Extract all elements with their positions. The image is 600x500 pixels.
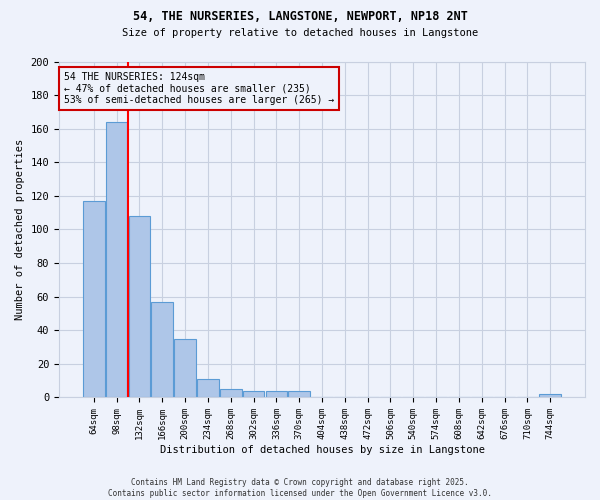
- Bar: [289, 391, 310, 398]
- Bar: [174, 338, 196, 398]
- Text: 54, THE NURSERIES, LANGSTONE, NEWPORT, NP18 2NT: 54, THE NURSERIES, LANGSTONE, NEWPORT, N…: [133, 10, 467, 23]
- Bar: [83, 201, 104, 398]
- Bar: [128, 216, 150, 398]
- Bar: [243, 391, 265, 398]
- Bar: [106, 122, 127, 398]
- Bar: [197, 379, 219, 398]
- Bar: [151, 302, 173, 398]
- Y-axis label: Number of detached properties: Number of detached properties: [15, 139, 25, 320]
- Text: 54 THE NURSERIES: 124sqm
← 47% of detached houses are smaller (235)
53% of semi-: 54 THE NURSERIES: 124sqm ← 47% of detach…: [64, 72, 335, 105]
- Bar: [266, 391, 287, 398]
- Text: Contains HM Land Registry data © Crown copyright and database right 2025.
Contai: Contains HM Land Registry data © Crown c…: [108, 478, 492, 498]
- Text: Size of property relative to detached houses in Langstone: Size of property relative to detached ho…: [122, 28, 478, 38]
- Bar: [539, 394, 561, 398]
- Bar: [220, 389, 242, 398]
- X-axis label: Distribution of detached houses by size in Langstone: Distribution of detached houses by size …: [160, 445, 485, 455]
